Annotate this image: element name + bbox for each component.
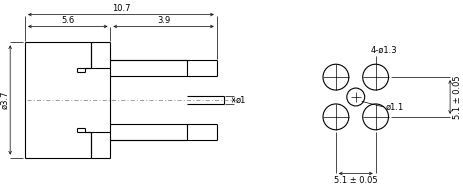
Text: ø3.7: ø3.7 [0, 91, 9, 109]
Text: 4-ø1.3: 4-ø1.3 [370, 45, 396, 54]
Text: 5.6: 5.6 [61, 15, 74, 25]
Text: ø1: ø1 [235, 96, 245, 104]
Text: 5.1 ± 0.05: 5.1 ± 0.05 [452, 75, 461, 119]
Text: ø1.1: ø1.1 [385, 102, 403, 111]
Text: 10.7: 10.7 [112, 4, 130, 13]
Text: 5.1 ± 0.05: 5.1 ± 0.05 [333, 176, 377, 185]
Text: 3.9: 3.9 [156, 15, 170, 25]
